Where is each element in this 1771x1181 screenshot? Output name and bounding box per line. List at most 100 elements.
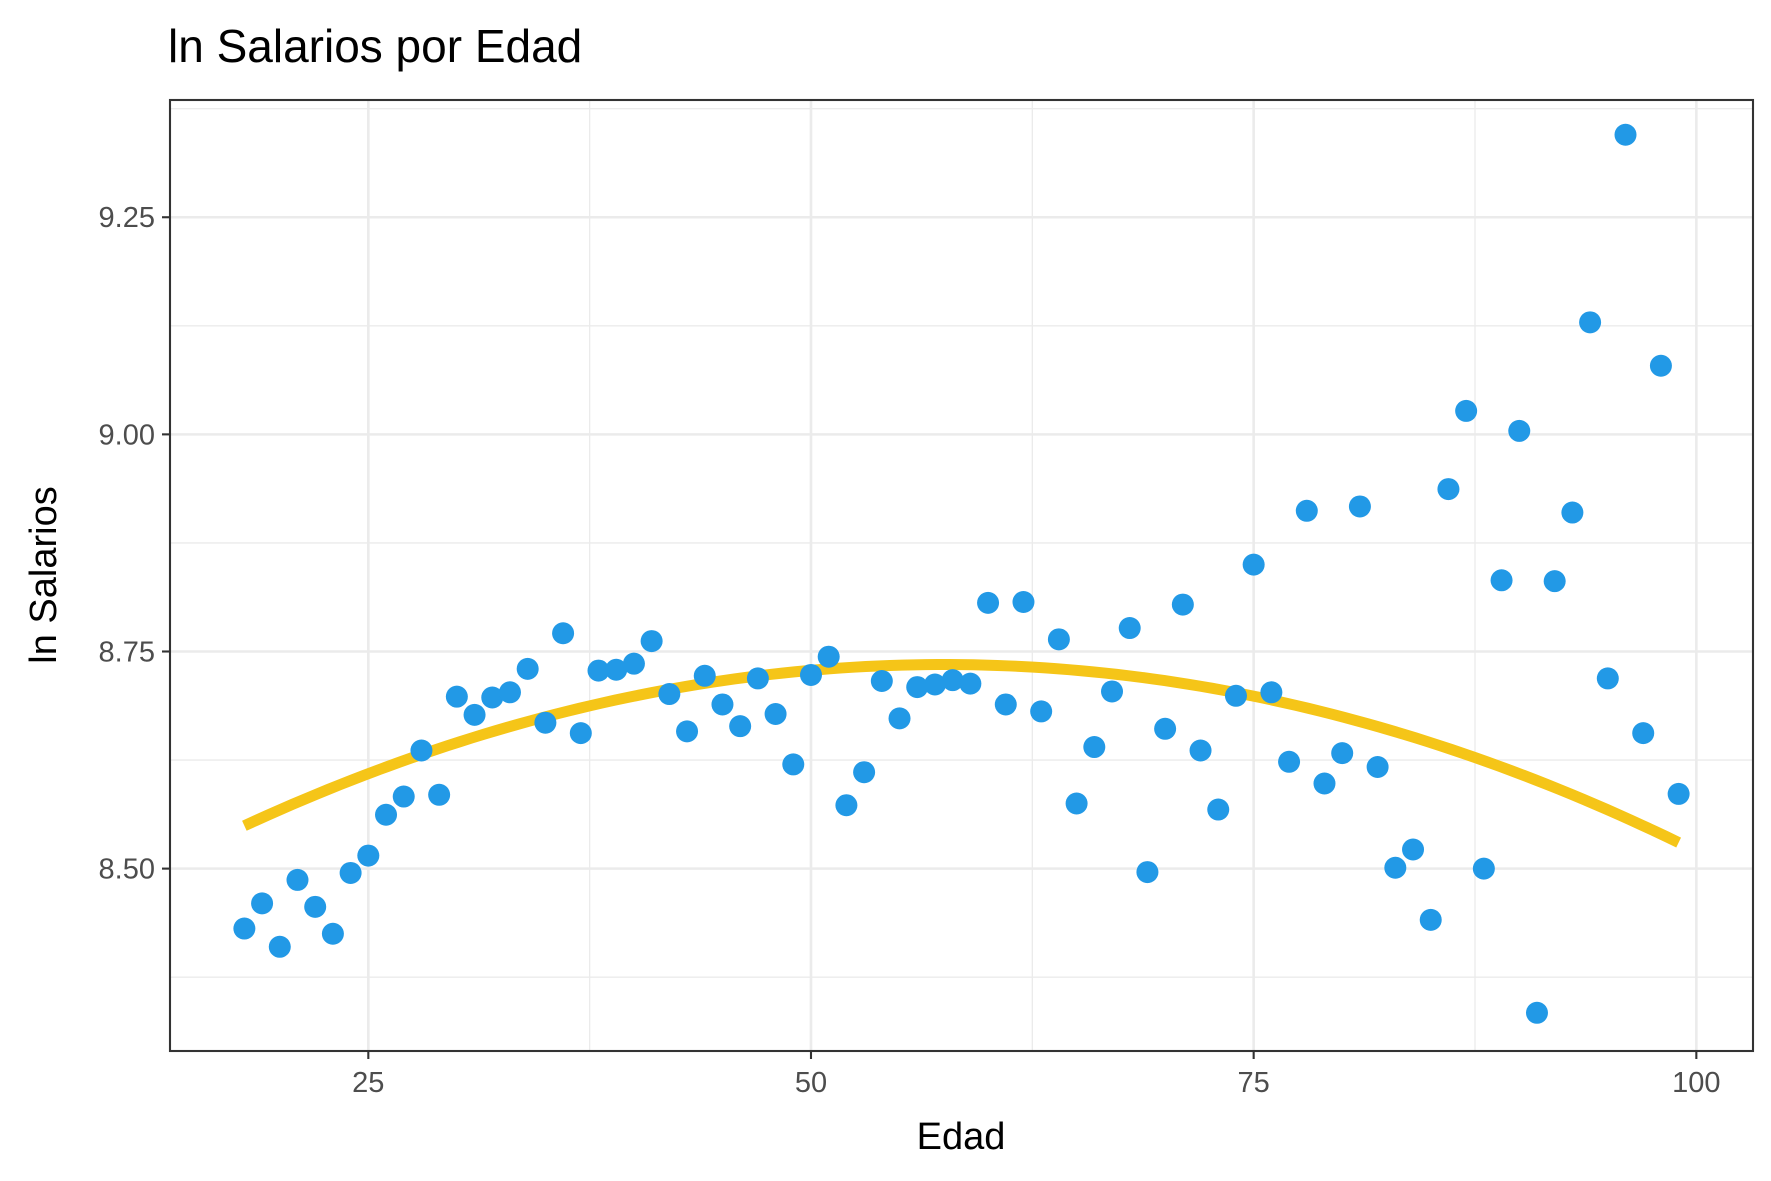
data-point: [1490, 569, 1513, 592]
data-point: [1224, 684, 1247, 707]
data-point: [870, 670, 893, 693]
data-point: [268, 935, 291, 958]
data-point: [1136, 861, 1159, 884]
data-point: [516, 657, 539, 680]
grid: [170, 100, 1753, 1051]
data-point: [853, 761, 876, 784]
data-point: [392, 785, 415, 808]
data-point: [1384, 856, 1407, 879]
data-point: [1083, 736, 1106, 759]
scatter-points: [233, 123, 1690, 1024]
data-point: [835, 794, 858, 817]
data-point: [658, 683, 681, 706]
data-point: [923, 673, 946, 696]
chart-title: ln Salarios por Edad: [168, 20, 582, 72]
y-tick-label: 9.00: [99, 419, 155, 451]
data-point: [1260, 681, 1283, 704]
data-point: [1118, 617, 1141, 640]
data-point: [339, 861, 362, 884]
fit-curve-layer: [242, 659, 1682, 848]
data-point: [1313, 772, 1336, 795]
data-point: [782, 753, 805, 776]
y-axis-title: ln Salarios: [23, 486, 65, 663]
data-point: [587, 659, 610, 682]
y-axis: 8.50 8.75 9.00 9.25: [99, 202, 170, 886]
data-point: [1508, 419, 1531, 442]
data-point: [1171, 593, 1194, 616]
data-point: [1525, 1001, 1548, 1024]
data-point: [1579, 311, 1602, 334]
x-tick-label: 25: [352, 1067, 384, 1099]
data-point: [799, 663, 822, 686]
data-point: [410, 739, 433, 762]
data-point: [1242, 553, 1265, 576]
data-point: [1065, 792, 1088, 815]
data-point: [1278, 750, 1301, 773]
data-point: [817, 645, 840, 668]
data-point: [1649, 354, 1672, 377]
panel-border: [168, 98, 1755, 1053]
data-point: [534, 711, 557, 734]
x-axis-title: Edad: [917, 1116, 1006, 1158]
data-point: [693, 664, 716, 687]
data-point: [1437, 478, 1460, 501]
data-point: [445, 685, 468, 708]
data-point: [711, 693, 734, 716]
data-point: [1596, 667, 1619, 690]
data-point: [1295, 499, 1318, 522]
y-tick-label: 9.25: [99, 202, 155, 234]
data-point: [481, 686, 504, 709]
data-point: [1012, 590, 1035, 613]
x-axis: 25 50 75 100: [352, 1051, 1721, 1099]
data-point: [1047, 628, 1070, 651]
data-point: [1154, 717, 1177, 740]
data-point: [233, 917, 256, 940]
data-point: [622, 652, 645, 675]
data-point: [605, 658, 628, 681]
data-point: [1331, 742, 1354, 765]
data-point: [1207, 798, 1230, 821]
data-point: [941, 669, 964, 692]
data-point: [1419, 908, 1442, 931]
data-point: [251, 892, 274, 915]
data-point: [304, 895, 327, 918]
y-tick-label: 8.75: [99, 636, 155, 668]
data-point: [552, 622, 575, 645]
data-point: [1632, 722, 1655, 745]
data-point: [1348, 495, 1371, 518]
data-point: [1667, 782, 1690, 805]
data-point: [729, 715, 752, 738]
data-point: [498, 681, 521, 704]
data-point: [1561, 501, 1584, 524]
data-point: [1030, 700, 1053, 723]
data-point: [286, 868, 309, 891]
data-point: [888, 707, 911, 730]
data-point: [906, 676, 929, 699]
data-point: [375, 803, 398, 826]
data-point: [994, 693, 1017, 716]
data-point: [1402, 838, 1425, 861]
data-point: [1189, 739, 1212, 762]
data-point: [1614, 123, 1637, 146]
data-point: [676, 720, 699, 743]
data-point: [977, 591, 1000, 614]
x-tick-label: 50: [795, 1067, 827, 1099]
data-point: [1472, 857, 1495, 880]
data-point: [321, 922, 344, 945]
fit-curve: [242, 659, 1682, 848]
data-point: [640, 630, 663, 653]
data-point: [1543, 570, 1566, 593]
data-point: [1455, 399, 1478, 422]
data-point: [959, 672, 982, 695]
data-point: [357, 844, 380, 867]
data-point: [1101, 680, 1124, 703]
data-point: [569, 722, 592, 745]
data-point: [746, 667, 769, 690]
data-point: [1366, 756, 1389, 778]
data-point: [428, 783, 451, 806]
y-tick-label: 8.50: [99, 854, 155, 886]
x-tick-label: 100: [1672, 1067, 1720, 1099]
data-point: [764, 703, 787, 726]
x-tick-label: 75: [1238, 1067, 1270, 1099]
